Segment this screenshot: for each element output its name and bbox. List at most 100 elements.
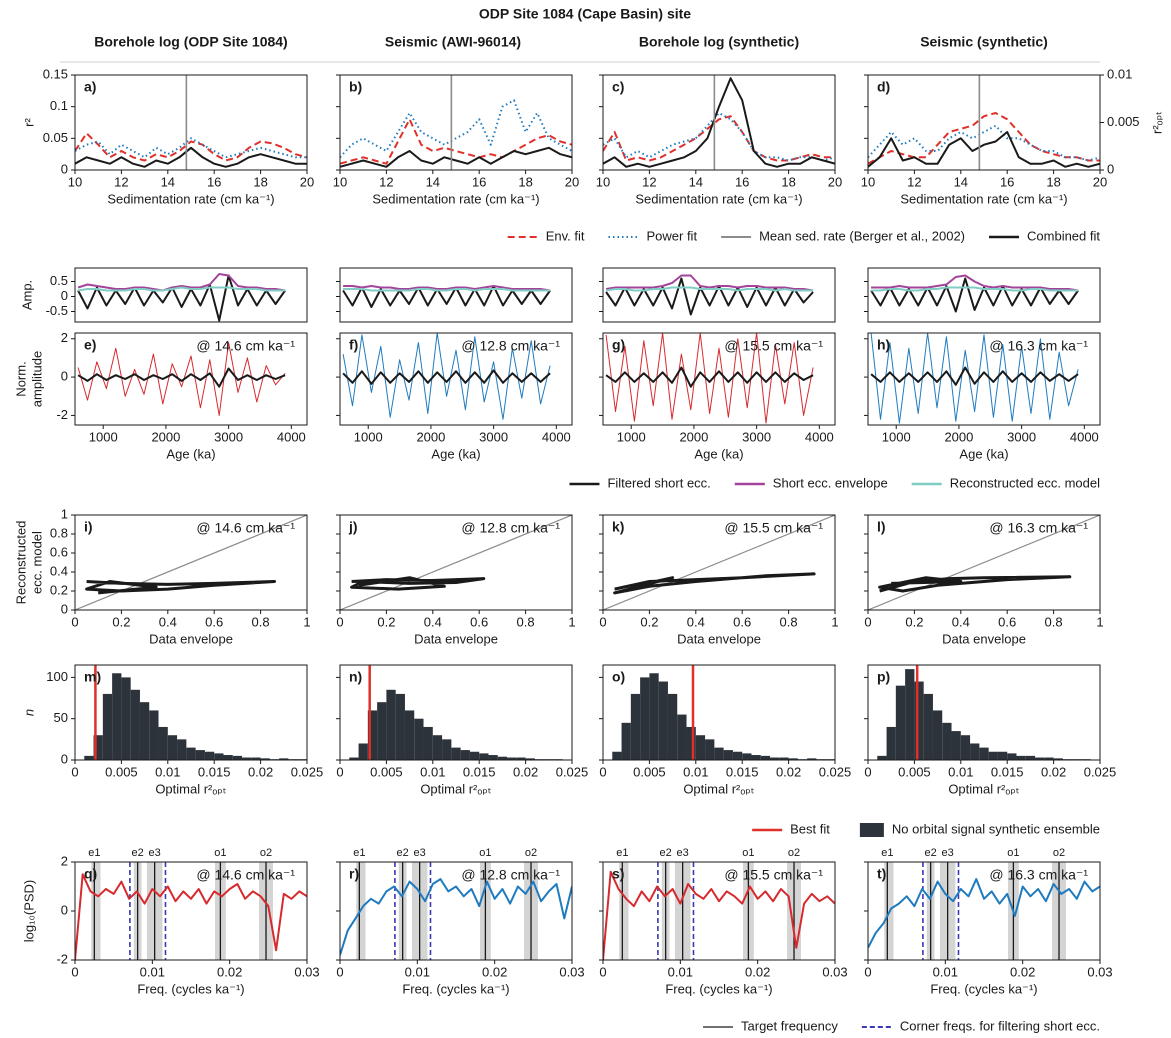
plot-area	[605, 333, 814, 424]
series-line	[75, 146, 307, 168]
x-tick-label: 0.02	[217, 964, 242, 979]
y-tick-label: 0	[61, 601, 68, 616]
series-line	[868, 112, 1100, 165]
x-tick-label: 0.025	[1084, 764, 1117, 779]
histogram-bar	[1025, 755, 1036, 760]
plot-area	[340, 515, 572, 610]
legend-label: Corner freqs. for filtering short ecc.	[900, 1018, 1100, 1033]
x-tick-label: 0.01	[405, 964, 430, 979]
x-axis-label: Optimal r²ₒₚₜ	[155, 781, 227, 796]
series-line	[605, 333, 814, 424]
panel-note: @ 16.3 cm ka⁻¹	[989, 520, 1088, 536]
x-axis-label: Freq. (cycles ka⁻¹)	[665, 981, 772, 996]
column-header: Borehole log (synthetic)	[639, 34, 799, 50]
x-tick-label: 12	[379, 174, 393, 189]
x-tick-label: 0.2	[640, 614, 658, 629]
x-tick-label: 2000	[944, 429, 973, 444]
histogram-bar	[895, 685, 906, 760]
legend-label: No orbital signal synthetic ensemble	[892, 821, 1100, 836]
y-tick-label: 0	[61, 369, 68, 384]
y-tick-label: -2	[56, 407, 68, 422]
x-axis-label: Freq. (cycles ka⁻¹)	[402, 981, 509, 996]
x-axis-label: Age (ka)	[694, 446, 743, 461]
x-tick-label: 18	[518, 174, 532, 189]
panel-note: @ 14.6 cm ka⁻¹	[196, 338, 295, 354]
x-tick-label: 0.8	[780, 614, 798, 629]
panel-label: r)	[349, 866, 359, 882]
series-line	[340, 118, 572, 165]
y-axis-label: Reconstructed	[13, 521, 28, 605]
x-tick-label: 0	[864, 964, 871, 979]
y-tick-label: 0.4	[50, 563, 68, 578]
column-header: Borehole log (ODP Site 1084)	[94, 34, 287, 50]
y-tick-label: 0.5	[50, 273, 68, 288]
panel-label: j)	[348, 519, 358, 535]
histogram-bar	[404, 710, 415, 760]
target-label: o1	[214, 847, 226, 859]
histogram-bar	[667, 693, 678, 760]
histogram-bar	[139, 702, 150, 760]
histogram-bar	[997, 751, 1008, 760]
x-tick-label: 0	[336, 614, 343, 629]
series-line	[603, 112, 835, 162]
legend-label: Reconstructed ecc. model	[950, 475, 1100, 490]
series-line	[350, 576, 486, 591]
panel-note: @ 14.6 cm ka⁻¹	[196, 867, 295, 883]
x-tick-label: 20	[300, 174, 314, 189]
histogram-bar	[395, 693, 405, 760]
y-tick-label: 2	[61, 853, 68, 868]
histogram-bar	[923, 693, 933, 760]
x-tick-label: 0.03	[1087, 964, 1112, 979]
series-line	[870, 277, 1079, 313]
histogram-bar	[442, 739, 452, 760]
figure-title: ODP Site 1084 (Cape Basin) site	[479, 6, 691, 22]
x-tick-label: 0.01	[155, 764, 180, 779]
series-line	[77, 273, 286, 292]
x-tick-label: 1	[831, 614, 838, 629]
plot-frame	[74, 267, 308, 323]
x-axis-label: Data envelope	[414, 631, 498, 646]
x-tick-label: 0	[599, 964, 606, 979]
x-tick-label: 14	[426, 174, 440, 189]
y-axis-label: n	[21, 709, 36, 716]
x-tick-label: 2000	[679, 429, 708, 444]
plot-frame	[867, 332, 1101, 426]
panel-note: @ 15.5 cm ka⁻¹	[724, 338, 823, 354]
x-axis-label: Age (ka)	[431, 446, 480, 461]
panel-label: l)	[877, 519, 886, 535]
x-tick-label: 0.01	[948, 764, 973, 779]
x-tick-label: 4000	[542, 429, 571, 444]
y-tick-label: 0.05	[43, 130, 68, 145]
x-tick-label: 4000	[805, 429, 834, 444]
plot-area	[75, 515, 307, 610]
y2-tick-label: 0.005	[1107, 114, 1140, 129]
x-tick-label: 16	[472, 174, 486, 189]
x-tick-label: 0.005	[898, 764, 931, 779]
x-tick-label: 0.025	[819, 764, 852, 779]
series-line	[77, 274, 286, 322]
target-label: e2	[397, 847, 409, 859]
x-tick-label: 3000	[214, 429, 243, 444]
histogram-bar	[186, 747, 196, 760]
x-tick-label: 16	[735, 174, 749, 189]
column-header: Seismic (AWI-96014)	[385, 34, 521, 50]
series-line	[605, 277, 814, 316]
x-tick-label: 3000	[1007, 429, 1036, 444]
histogram-bar	[705, 739, 715, 760]
plot-frame	[867, 74, 1101, 171]
target-label: e1	[616, 847, 628, 859]
plot-frame	[602, 332, 836, 426]
histogram-bar	[469, 751, 480, 760]
histogram-bar	[358, 743, 368, 760]
x-tick-label: 0	[599, 614, 606, 629]
legend-label: Env. fit	[546, 228, 585, 243]
x-tick-label: 2000	[416, 429, 445, 444]
x-axis-label: Data envelope	[677, 631, 761, 646]
y-axis-label: amplitude	[29, 351, 44, 407]
histogram-bar	[177, 739, 187, 760]
x-tick-label: 1	[1096, 614, 1103, 629]
histogram-bar	[960, 735, 971, 760]
panel-note: @ 15.5 cm ka⁻¹	[724, 867, 823, 883]
x-tick-label: 0.015	[726, 764, 759, 779]
histogram-bar	[195, 750, 205, 760]
